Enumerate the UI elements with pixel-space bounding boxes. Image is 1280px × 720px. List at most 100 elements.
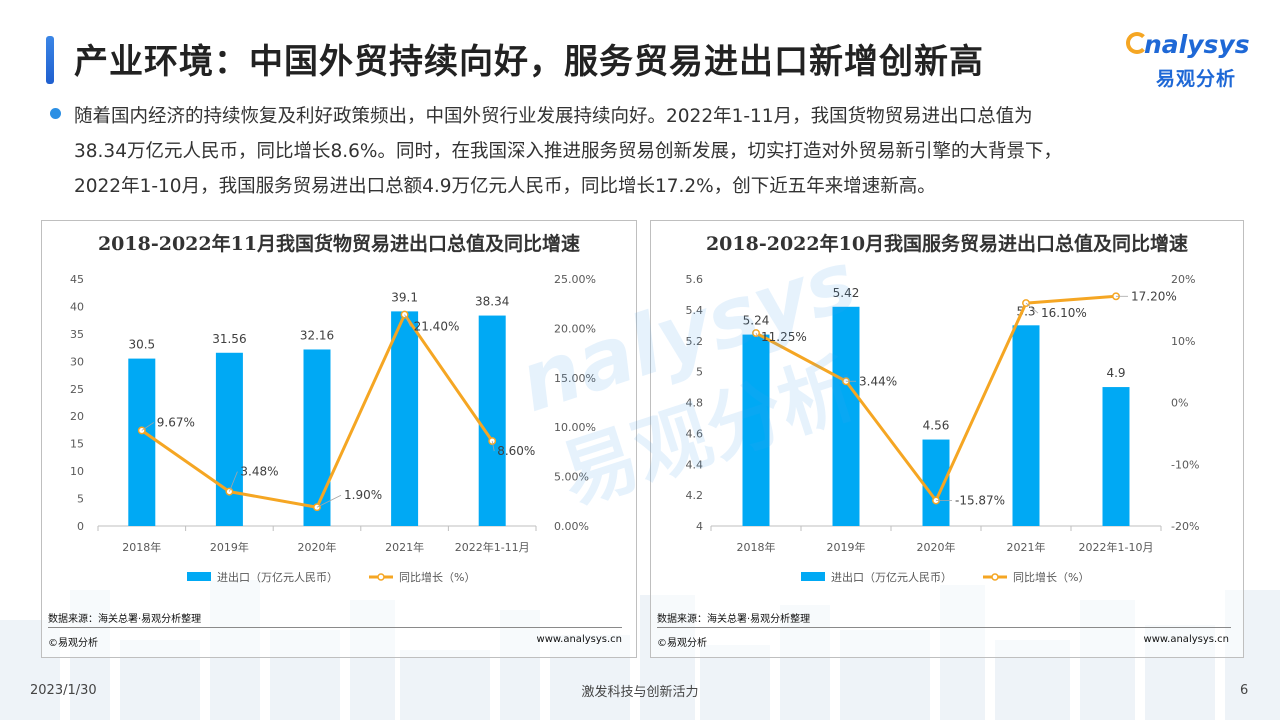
- y-right-tick-label: -20%: [1171, 520, 1199, 533]
- y-right-tick-label: 5.00%: [554, 471, 589, 484]
- bar: [303, 349, 331, 526]
- legend-line-label: 同比增长（%）: [399, 570, 475, 584]
- goods-trade-chart-panel: 2018-2022年11月我国货物贸易进出口总值及同比增速 0 5 10 15 20 25…: [41, 220, 637, 658]
- y-left-tick-label: 4.8: [686, 397, 704, 410]
- bar: [478, 315, 506, 526]
- line-data-label: 11.25%: [761, 330, 807, 344]
- line-data-label: 9.67%: [157, 415, 195, 429]
- bar-data-label: 4.56: [923, 419, 950, 433]
- y-right-tick-label: -10%: [1171, 458, 1199, 471]
- divider: [48, 627, 622, 628]
- line-data-label: 17.20%: [1131, 289, 1177, 303]
- label-leader-line: [229, 471, 238, 492]
- copyright: ©易观分析: [48, 638, 98, 649]
- copyright: ©易观分析: [657, 638, 707, 649]
- y-left-tick-label: 20: [70, 410, 84, 423]
- y-right-tick-label: 10%: [1171, 335, 1195, 348]
- y-right-tick-label: 15.00%: [554, 372, 596, 385]
- y-left-tick-label: 5.6: [686, 273, 704, 286]
- website-link[interactable]: www.analysys.cn: [536, 634, 622, 645]
- bar: [742, 334, 770, 526]
- legend-line-label: 同比增长（%）: [1013, 570, 1089, 584]
- line-data-label: 3.44%: [859, 374, 897, 388]
- legend-line-marker: [377, 573, 385, 581]
- legend-bar-label: 进出口（万亿元人民币）: [831, 570, 952, 584]
- y-right-tick-label: 10.00%: [554, 421, 596, 434]
- legend-bar-swatch: [801, 572, 825, 581]
- bar-data-label: 38.34: [475, 295, 509, 309]
- y-left-tick-label: 5.2: [686, 335, 704, 348]
- bullet-icon: [50, 108, 61, 119]
- line-data-label: 1.90%: [344, 488, 382, 502]
- y-left-tick-label: 15: [70, 438, 84, 451]
- label-leader-line: [755, 332, 759, 338]
- summary-line: 随着国内经济的持续恢复及利好政策频出，中国外贸行业发展持续向好。2022年1-1…: [74, 106, 1033, 127]
- growth-point: [488, 437, 497, 445]
- website-link[interactable]: www.analysys.cn: [1143, 634, 1229, 645]
- y-right-tick-label: 20.00%: [554, 322, 596, 335]
- y-right-tick-label: 0.00%: [554, 520, 589, 533]
- service-trade-chart: 4 4.2 4.4 4.6 4.8 5 5.2 5.4 5.6 -20% -10% 0% 10% 20% 5…: [686, 273, 1200, 584]
- bar: [391, 311, 419, 526]
- label-leader-line: [491, 440, 495, 452]
- y-left-tick-label: 4.2: [686, 489, 704, 502]
- page-number: 6: [1240, 683, 1249, 698]
- data-source: 数据来源：海关总署·易观分析整理: [657, 614, 811, 625]
- summary-paragraph: 随着国内经济的持续恢复及利好政策频出，中国外贸行业发展持续向好。2022年1-1…: [74, 99, 1214, 204]
- line-data-label: -15.87%: [955, 493, 1005, 507]
- line-data-label: 3.48%: [240, 465, 278, 479]
- service-trade-chart-panel: 2018-2022年10月我国服务贸易进出口总值及同比增速 4 4.2 4.4 4.6…: [650, 220, 1244, 658]
- logo-text-en: nalysys: [1144, 30, 1250, 59]
- y-left-tick-label: 4.4: [686, 458, 704, 471]
- bar-data-label: 4.9: [1106, 366, 1125, 380]
- footer-slogan: 激发科技与创新活力: [581, 685, 699, 700]
- y-left-tick-label: 35: [70, 328, 84, 341]
- x-category-label: 2022年1-11月: [455, 540, 530, 554]
- y-left-tick-label: 5.4: [686, 304, 704, 317]
- y-left-tick-label: 45: [70, 273, 84, 286]
- x-category-label: 2019年: [827, 540, 866, 554]
- line-data-label: 8.60%: [497, 444, 535, 458]
- x-category-label: 2019年: [210, 540, 249, 554]
- summary-line: 38.34万亿元人民币，同比增长8.6%。同时，在我国深入推进服务贸易创新发展，…: [74, 141, 1062, 162]
- x-category-label: 2018年: [122, 540, 161, 554]
- bar: [832, 306, 860, 526]
- data-source: 数据来源：海关总署·易观分析整理: [48, 614, 202, 625]
- bar-data-label: 30.5: [128, 338, 155, 352]
- label-leader-line: [141, 422, 155, 431]
- analysys-logo: nalysys 易观分析: [1126, 30, 1262, 94]
- y-left-tick-label: 40: [70, 300, 84, 313]
- y-right-tick-label: 25.00%: [554, 273, 596, 286]
- bar-data-label: 5.42: [833, 286, 860, 300]
- bar: [215, 352, 243, 526]
- growth-point: [400, 310, 409, 319]
- bar-data-label: 31.56: [212, 332, 246, 346]
- bar-data-label: 39.1: [391, 290, 418, 304]
- page-title: 产业环境：中国外贸持续向好，服务贸易进出口新增创新高: [74, 42, 984, 82]
- summary-line: 2022年1-10月，我国服务贸易进出口总额4.9万亿元人民币，同比增长17.2…: [74, 176, 936, 197]
- legend-bar-swatch: [187, 572, 211, 581]
- chart-title: 2018-2022年10月我国服务贸易进出口总值及同比增速: [705, 233, 1189, 255]
- line-data-label: 21.40%: [414, 320, 460, 334]
- x-category-label: 2021年: [385, 540, 424, 554]
- goods-trade-chart: 0 5 10 15 20 25 30 35 40 45 0.00% 5.00% 10.00% 15.00%…: [70, 273, 596, 584]
- bar: [128, 358, 156, 526]
- chart-title: 2018-2022年11月我国货物贸易进出口总值及同比增速: [97, 233, 581, 255]
- title-accent-bar: [46, 36, 54, 84]
- x-category-label: 2020年: [298, 540, 337, 554]
- x-category-label: 2020年: [917, 540, 956, 554]
- logo-swoosh-icon: [1126, 32, 1148, 54]
- bar: [1102, 387, 1130, 526]
- x-category-label: 2018年: [737, 540, 776, 554]
- footer-date: 2023/1/30: [30, 683, 97, 698]
- x-category-label: 2022年1-10月: [1079, 540, 1154, 554]
- bar-data-label: 5.24: [743, 314, 770, 328]
- y-left-tick-label: 30: [70, 355, 84, 368]
- growth-point: [137, 426, 146, 435]
- y-left-tick-label: 10: [70, 465, 84, 478]
- y-right-tick-label: 0%: [1171, 397, 1188, 410]
- label-leader-line: [404, 314, 411, 327]
- y-right-tick-label: 20%: [1171, 273, 1195, 286]
- y-left-tick-label: 0: [77, 520, 84, 533]
- y-left-tick-label: 25: [70, 383, 84, 396]
